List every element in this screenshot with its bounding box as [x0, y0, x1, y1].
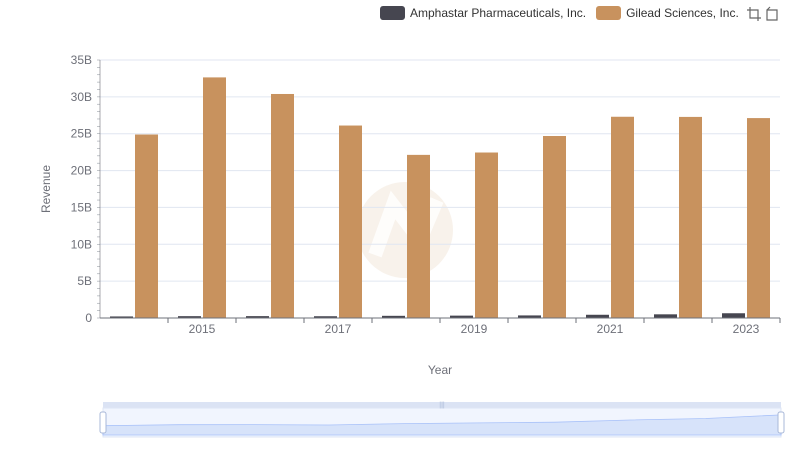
- legend-item-amphastar[interactable]: Amphastar Pharmaceuticals, Inc.: [380, 6, 586, 20]
- x-axis: 2015 2017 2019 2021 2023: [100, 317, 781, 336]
- x-tick-label: 2019: [461, 322, 488, 336]
- toolbox: [746, 6, 782, 24]
- bar-gilead-2016[interactable]: [271, 93, 294, 318]
- legend-label-gilead: Gilead Sciences, Inc.: [626, 6, 739, 20]
- bar-amphastar-2014[interactable]: [110, 316, 133, 318]
- x-tick-label: 2017: [325, 322, 352, 336]
- bar-gilead-2022[interactable]: [679, 116, 702, 318]
- bar-gilead-2014[interactable]: [135, 134, 158, 318]
- legend-swatch-gilead: [596, 6, 622, 20]
- x-tick-label: 2021: [597, 322, 624, 336]
- legend-item-gilead[interactable]: Gilead Sciences, Inc.: [596, 6, 739, 20]
- datazoom-right-handle[interactable]: [777, 411, 785, 434]
- datazoom-left-handle[interactable]: [99, 411, 107, 434]
- datazoom-selection[interactable]: [103, 408, 781, 437]
- bar-gilead-2019[interactable]: [475, 152, 498, 318]
- bar-gilead-2015[interactable]: [203, 77, 226, 318]
- bar-gilead-2018[interactable]: [407, 154, 430, 318]
- bar-gilead-2023[interactable]: [747, 118, 770, 319]
- bar-amphastar-2015[interactable]: [178, 316, 201, 318]
- y-tick-label: 35B: [71, 53, 92, 67]
- bar-gilead-2017[interactable]: [339, 125, 362, 318]
- bar-gilead-2020[interactable]: [543, 135, 566, 318]
- bar-amphastar-2018[interactable]: [382, 315, 405, 318]
- y-tick-label: 0: [85, 311, 92, 325]
- bar-amphastar-2019[interactable]: [450, 315, 473, 318]
- legend-label-amphastar: Amphastar Pharmaceuticals, Inc.: [410, 6, 587, 20]
- bar-gilead-2021[interactable]: [611, 116, 634, 318]
- crop-zoom-icon[interactable]: [746, 6, 764, 24]
- legend: Amphastar Pharmaceuticals, Inc. Gilead S…: [380, 4, 749, 22]
- y-tick-label: 10B: [71, 237, 92, 251]
- bar-amphastar-2016[interactable]: [246, 316, 269, 318]
- y-tick-label: 30B: [71, 90, 92, 104]
- datazoom-grip-icon[interactable]: |||: [439, 402, 445, 409]
- restore-icon[interactable]: [764, 6, 782, 24]
- y-tick-label: 5B: [77, 274, 92, 288]
- y-tick-label: 25B: [71, 127, 92, 141]
- datazoom-slider[interactable]: |||: [99, 402, 785, 438]
- x-tick-label: 2023: [733, 322, 760, 336]
- x-axis-title: Year: [428, 363, 452, 377]
- grid-lines: [100, 59, 780, 282]
- bar-amphastar-2021[interactable]: [586, 314, 609, 318]
- y-tick-label: 20B: [71, 164, 92, 178]
- legend-swatch-amphastar: [380, 6, 405, 20]
- bar-amphastar-2022[interactable]: [654, 314, 677, 318]
- y-tick-label: 15B: [71, 200, 92, 214]
- datazoom-top-bar[interactable]: [103, 402, 781, 408]
- watermark-logo: [357, 182, 453, 278]
- bars: [110, 77, 770, 319]
- y-axis-title: Revenue: [39, 165, 53, 213]
- bar-amphastar-2020[interactable]: [518, 315, 541, 318]
- x-tick-label: 2015: [189, 322, 216, 336]
- y-axis: 0 5B 10B 15B 20B 25B 30B 35B: [71, 53, 101, 325]
- bar-amphastar-2023[interactable]: [722, 313, 745, 318]
- bar-amphastar-2017[interactable]: [314, 316, 337, 318]
